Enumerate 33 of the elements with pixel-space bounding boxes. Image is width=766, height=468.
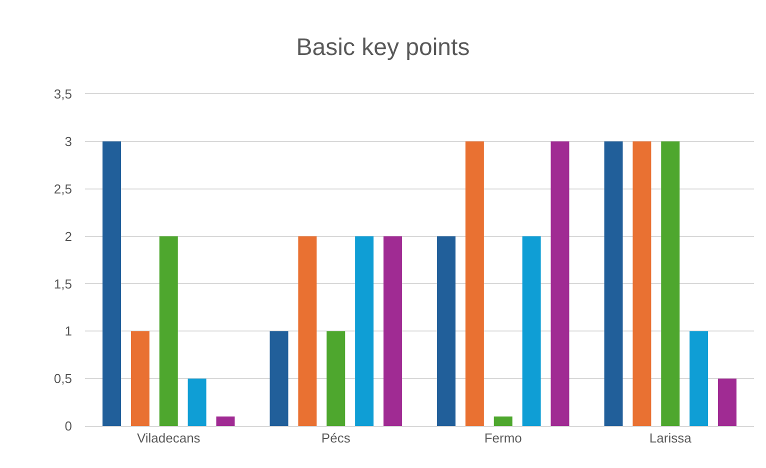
y-tick-label: 1 <box>64 324 72 339</box>
bar <box>355 236 374 426</box>
y-tick-label: 3,5 <box>54 86 72 102</box>
bar <box>494 416 512 426</box>
x-tick-label: Larissa <box>649 430 692 446</box>
bar <box>159 236 178 426</box>
x-tick-label: Fermo <box>484 430 522 446</box>
bar <box>522 236 541 426</box>
y-tick-label: 0,5 <box>54 371 72 386</box>
bar <box>690 331 708 426</box>
bar <box>326 331 346 426</box>
y-tick-label: 2 <box>64 228 72 244</box>
bar <box>102 141 121 426</box>
bar <box>604 141 623 426</box>
bar <box>661 141 680 426</box>
y-tick-label: 1,5 <box>54 276 72 292</box>
bar <box>384 236 402 426</box>
bar <box>437 236 456 426</box>
bar <box>188 378 206 426</box>
bar <box>216 416 235 426</box>
bar <box>298 236 317 426</box>
x-tick-label: Pécs <box>321 430 351 446</box>
bar <box>270 331 288 426</box>
y-tick-label: 3 <box>64 134 72 149</box>
y-tick-label: 2,5 <box>54 181 72 196</box>
y-tick-label: 0 <box>64 418 72 434</box>
bar <box>550 141 570 426</box>
bar <box>130 331 150 426</box>
bar <box>632 141 652 426</box>
bar <box>718 378 736 426</box>
bar <box>465 141 484 426</box>
x-tick-label: Viladecans <box>136 430 201 446</box>
chart-title: Basic key points <box>296 34 470 62</box>
